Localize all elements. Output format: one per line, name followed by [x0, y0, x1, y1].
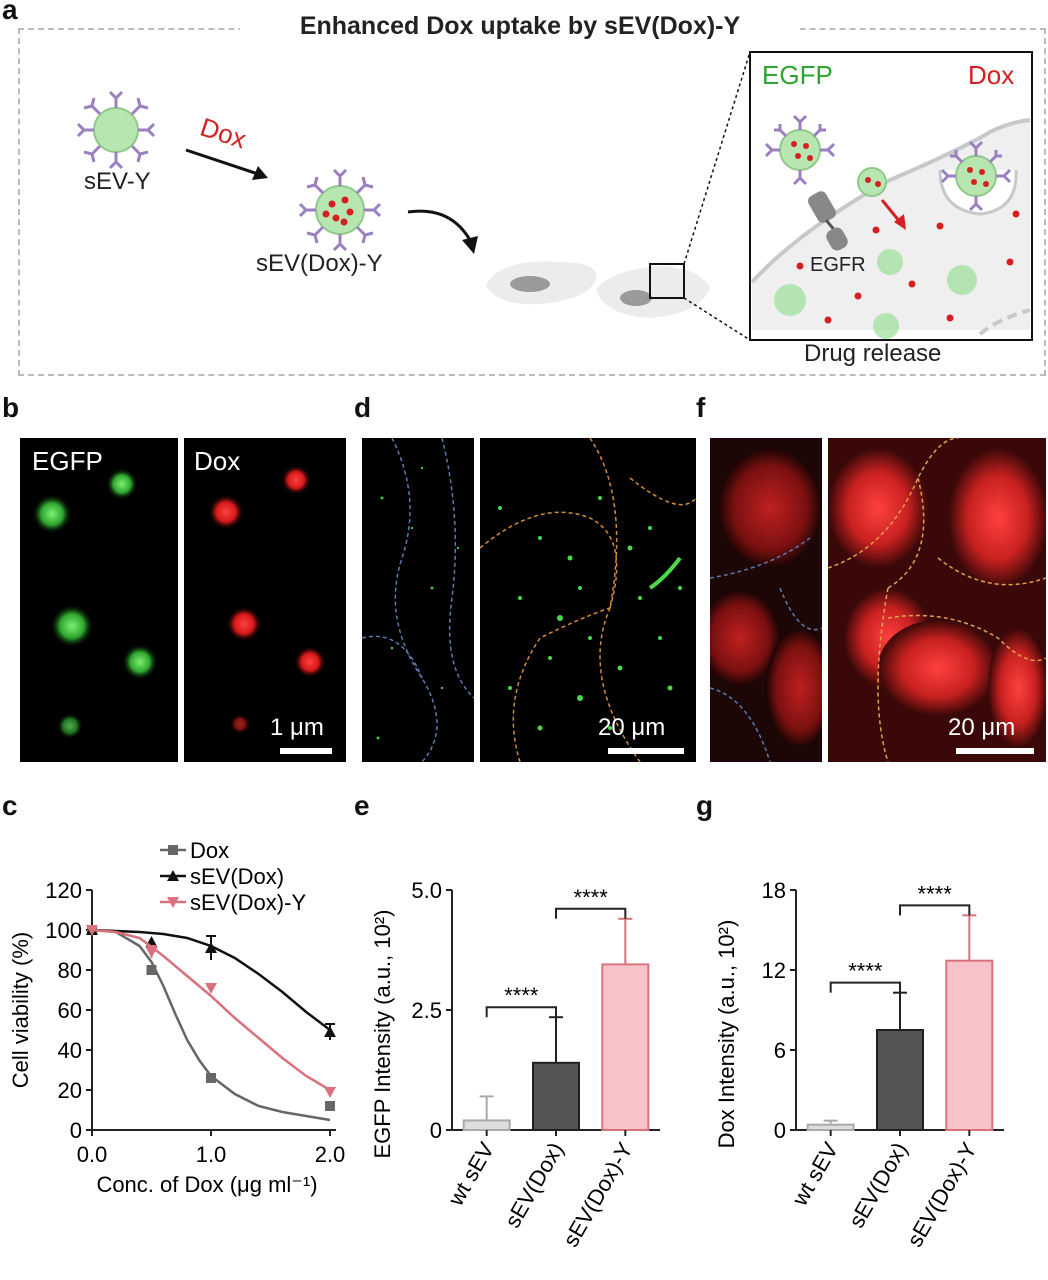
- y-tick-label: 18: [762, 878, 786, 903]
- data-point: [86, 925, 98, 936]
- y-tick-label: 12: [762, 958, 786, 983]
- data-point: [205, 983, 217, 994]
- panel-letter-d: d: [354, 392, 372, 423]
- y-tick-label: 5.0: [411, 878, 442, 903]
- data-point: [205, 942, 217, 953]
- y-axis-label: Dox Intensity (a.u., 10²): [714, 920, 739, 1149]
- data-point: [168, 845, 178, 855]
- legend-entry: Dox: [190, 838, 229, 863]
- inset-dox-label: Dox: [968, 60, 1015, 90]
- egfp-treated-image: 20 μm: [480, 438, 696, 762]
- significance-label: ****: [574, 885, 609, 910]
- legend-entry: sEV(Dox)-Y: [190, 890, 306, 915]
- sev-y-vesicle: [76, 90, 156, 170]
- data-point: [167, 870, 179, 881]
- inset-egfp-label: EGFP: [762, 60, 833, 90]
- significance-label: ****: [918, 881, 953, 906]
- x-tick-label: sEV(Dox)-Y: [902, 1138, 982, 1251]
- egfp-channel-label: EGFP: [32, 446, 103, 476]
- series-line: [91, 928, 331, 1031]
- significance-bracket: [899, 904, 971, 916]
- scalebar-text-f: 20 μm: [948, 714, 1016, 741]
- data-point: [324, 1026, 336, 1037]
- panel-letter-g: g: [696, 790, 714, 821]
- scalebar-b: [280, 748, 332, 754]
- y-tick-label: 120: [45, 878, 82, 903]
- data-point: [145, 947, 158, 958]
- x-tick-label: sEV(Dox): [500, 1138, 569, 1232]
- panel-letter-c: c: [2, 790, 18, 821]
- y-tick-label: 40: [58, 1038, 82, 1063]
- y-tick-label: 0: [70, 1118, 82, 1143]
- dox-channel-label: Dox: [194, 446, 241, 476]
- x-tick-label: wt sEV: [787, 1138, 844, 1211]
- y-tick-label: 100: [45, 918, 82, 943]
- scalebar-d: [608, 748, 684, 754]
- scalebar-text-d: 20 μm: [598, 714, 666, 741]
- series-line: [91, 928, 331, 1122]
- x-tick-label: 0.0: [77, 1142, 108, 1167]
- x-tick-label: wt sEV: [443, 1138, 500, 1211]
- cell-illustration: [486, 261, 710, 318]
- panel-letter-b: b: [2, 392, 20, 423]
- bar: [601, 963, 650, 1131]
- y-axis-label: EGFP Intensity (a.u., 10²): [370, 909, 395, 1158]
- bar: [945, 959, 994, 1131]
- y-axis-label: Cell viability (%): [8, 932, 33, 1088]
- data-point: [167, 897, 179, 908]
- x-axis-label: Conc. of Dox (μg ml⁻¹): [96, 1172, 317, 1197]
- dox-dots-image: Dox 1 μm: [184, 438, 346, 762]
- dox-treated-image: 20 μm: [828, 438, 1046, 762]
- data-point: [324, 1087, 336, 1098]
- significance-bracket: [555, 907, 627, 919]
- scheme-diagram: [76, 51, 1033, 341]
- y-tick-label: 0: [774, 1118, 786, 1143]
- sev-y-label: sEV-Y: [84, 168, 151, 195]
- significance-label: ****: [504, 983, 539, 1008]
- bar: [806, 1123, 855, 1131]
- egfp-control-image: [362, 438, 474, 762]
- y-tick-label: 20: [58, 1078, 82, 1103]
- panel-letter-e: e: [354, 790, 370, 821]
- x-tick-label: sEV(Dox)-Y: [558, 1138, 638, 1251]
- data-point: [206, 1073, 216, 1083]
- panel-letter-a: a: [2, 0, 18, 25]
- y-tick-label: 80: [58, 958, 82, 983]
- dox-control-image: [710, 438, 822, 762]
- scalebar-f: [956, 748, 1034, 754]
- scheme-title: Enhanced Dox uptake by sEV(Dox)-Y: [240, 12, 800, 46]
- series-line: [91, 928, 331, 1092]
- x-tick-label: sEV(Dox): [844, 1138, 913, 1232]
- data-point: [325, 1101, 335, 1111]
- significance-bracket: [829, 981, 901, 993]
- inset-panel: [749, 51, 1033, 341]
- significance-bracket: [485, 1006, 557, 1018]
- sev-dox-y-vesicle: [298, 168, 382, 252]
- bar: [876, 1029, 924, 1131]
- significance-label: ****: [848, 959, 883, 984]
- drug-release-label: Drug release: [804, 340, 942, 367]
- bar: [532, 1061, 580, 1131]
- data-point: [146, 965, 157, 975]
- cell-viability-chart: 0 20 40 60 80 100 120 0.0 1.0 2.0 Conc. of Dox (μg…: [8, 838, 346, 1197]
- egfp-dots-image: EGFP: [20, 438, 178, 762]
- y-tick-label: 6: [774, 1038, 786, 1063]
- x-tick-label: 2.0: [315, 1142, 346, 1167]
- y-tick-label: 0: [430, 1118, 442, 1143]
- sev-dox-y-label: sEV(Dox)-Y: [256, 250, 383, 277]
- panel-letter-f: f: [696, 392, 706, 423]
- x-tick-label: 1.0: [196, 1142, 227, 1167]
- y-tick-label: 60: [58, 998, 82, 1023]
- bar: [462, 1119, 511, 1131]
- y-tick-label: 2.5: [411, 998, 442, 1023]
- egfr-label: EGFR: [810, 254, 866, 276]
- scalebar-text-b: 1 μm: [270, 714, 324, 741]
- legend-entry: sEV(Dox): [190, 864, 284, 889]
